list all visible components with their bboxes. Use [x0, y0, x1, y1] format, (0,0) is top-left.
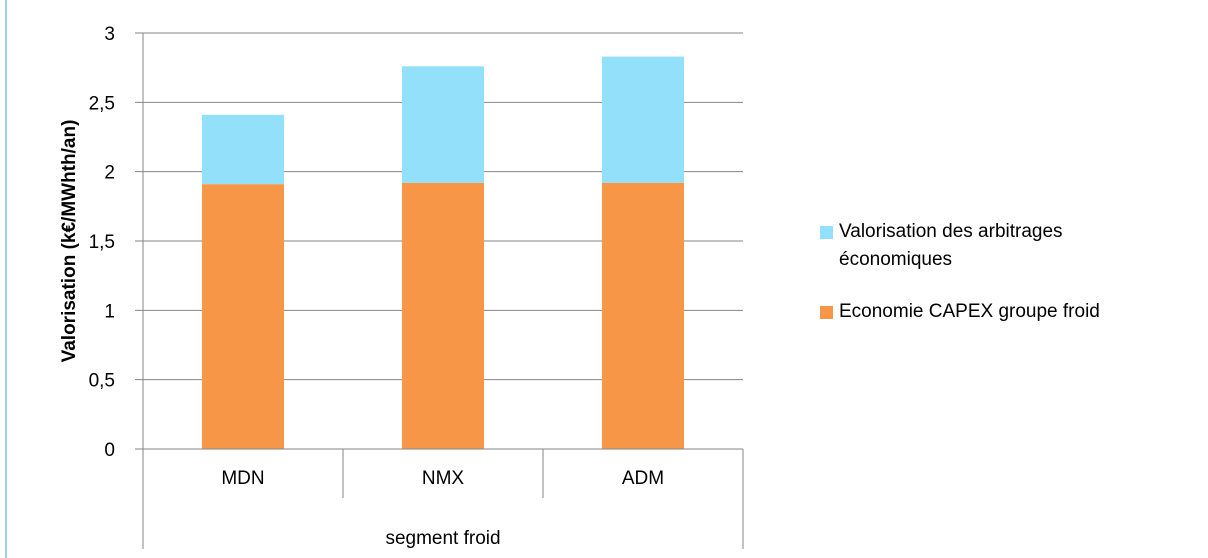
x-axis-title: segment froid	[385, 528, 500, 549]
legend-item-capex: Economie CAPEX groupe froid	[820, 298, 1180, 326]
y-tick-label: 1	[104, 301, 115, 322]
x-category-labels: MDN NMX ADM	[221, 468, 664, 489]
bar-mdn-series-1	[202, 114, 284, 185]
x-category-label: ADM	[622, 468, 664, 489]
axes	[135, 33, 744, 549]
bar-adm-series-1	[602, 56, 684, 183]
y-tick-label: 3	[104, 24, 115, 45]
bar-adm-series-0	[602, 182, 684, 449]
y-tick-labels: 0 0,5 1 1,5 2 2,5 3	[89, 24, 115, 461]
left-border-rule	[5, 0, 7, 558]
y-tick-label: 2,5	[89, 93, 115, 114]
bar-nmx-series-0	[402, 182, 484, 449]
y-tick-label: 0	[104, 440, 115, 461]
x-category-label: NMX	[422, 468, 465, 489]
y-tick-label: 1,5	[89, 232, 115, 253]
bars	[202, 56, 684, 449]
legend-item-arbitrages: Valorisation des arbitrages économiques	[820, 218, 1180, 274]
x-category-label: MDN	[221, 468, 264, 489]
legend-swatch-arbitrages	[820, 226, 833, 239]
legend-label-arbitrages: Valorisation des arbitrages économiques	[839, 221, 1063, 270]
legend-swatch-capex	[820, 306, 833, 319]
legend-label-capex: Economie CAPEX groupe froid	[839, 301, 1100, 322]
bar-nmx-series-1	[402, 66, 484, 183]
y-tick-label: 0,5	[89, 371, 115, 392]
bar-mdn-series-0	[202, 184, 284, 449]
legend: Valorisation des arbitrages économiques …	[820, 218, 1180, 350]
y-tick-label: 2	[104, 163, 115, 184]
y-axis-title: Valorisation (k€/MWhth/an)	[59, 120, 80, 363]
